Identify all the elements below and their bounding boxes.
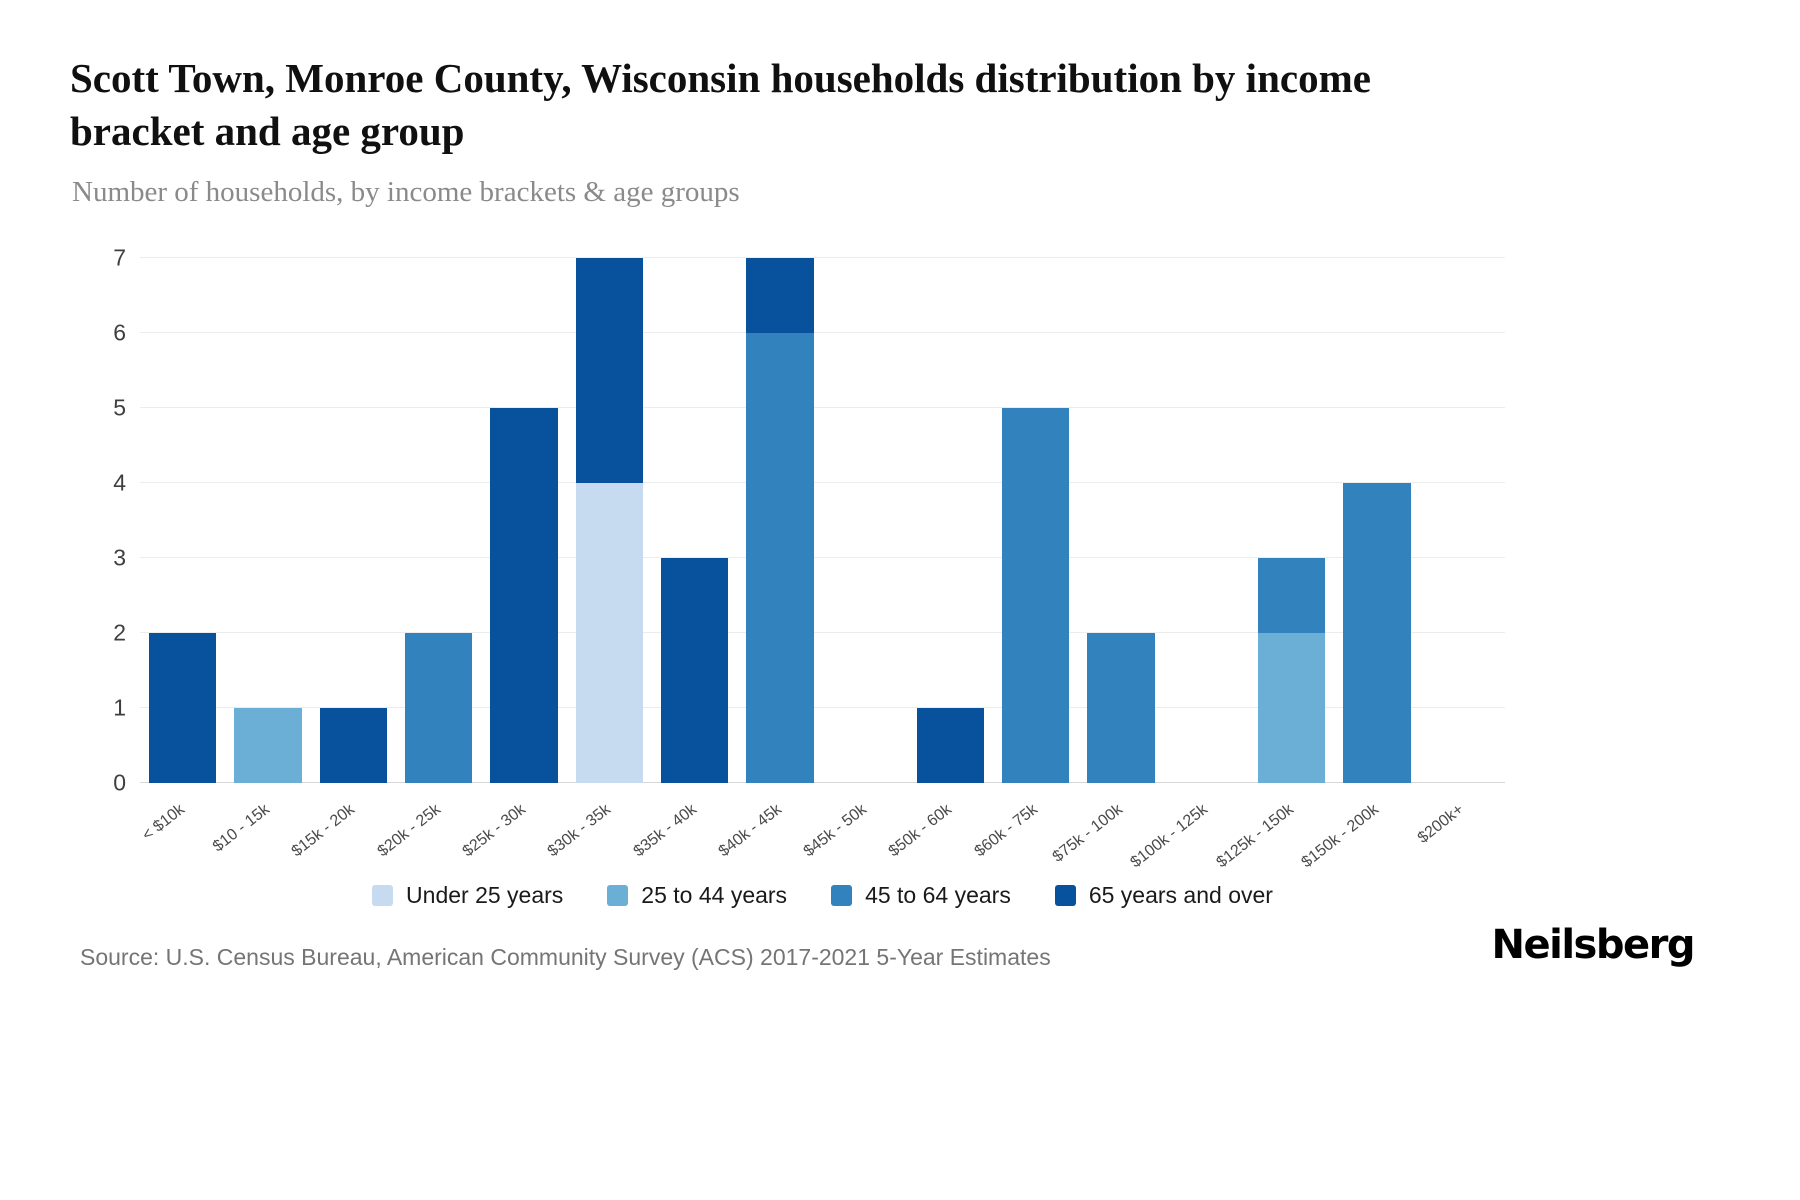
bar-60k-75k xyxy=(993,258,1078,783)
bar-segment-65-years-and-over xyxy=(916,708,985,783)
neilsberg-logo: Neilsberg xyxy=(1491,922,1696,968)
legend-label: 45 to 64 years xyxy=(865,882,1011,908)
bar-15k-20k xyxy=(311,258,396,783)
bar-45k-50k xyxy=(823,258,908,783)
legend-swatch xyxy=(831,885,853,906)
bar-100k-125k xyxy=(1164,258,1249,783)
gridline xyxy=(140,707,1505,708)
x-tick-label: $75k - 100k xyxy=(1049,800,1127,866)
x-tick-label: $125k - 150k xyxy=(1213,800,1297,872)
bar-segment-under-25-years xyxy=(575,483,643,783)
y-tick-label: 2 xyxy=(113,619,126,646)
legend-item-under-25-years: Under 25 years xyxy=(372,882,563,909)
bar-segment-65-years-and-over xyxy=(490,408,558,783)
bar-segment-45-to-64-years xyxy=(1258,558,1326,633)
bar-segment-65-years-and-over xyxy=(575,258,643,483)
x-tick-label: $45k - 50k xyxy=(800,800,871,861)
gridline xyxy=(140,332,1505,333)
legend-label: 25 to 44 years xyxy=(641,882,788,908)
bar-150k-200k xyxy=(1334,258,1419,783)
x-tick-label: < $10k xyxy=(138,800,188,845)
x-tick-label: $40k - 45k xyxy=(715,800,785,861)
bar-10-15k xyxy=(225,258,310,783)
legend-item-45-to-64-years: 45 to 64 years xyxy=(831,882,1011,909)
x-tick-label: $15k - 20k xyxy=(288,800,359,861)
bar-segment-45-to-64-years xyxy=(404,633,473,783)
y-tick-label: 3 xyxy=(113,544,126,571)
bar-10k xyxy=(140,258,225,783)
legend: Under 25 years 25 to 44 years 45 to 64 yea… xyxy=(140,882,1505,909)
x-tick-label: $60k - 75k xyxy=(971,800,1041,861)
bar-20k-25k xyxy=(396,258,481,783)
legend-label: Under 25 years xyxy=(406,882,564,908)
legend-swatch xyxy=(607,885,629,906)
x-tick-label: $150k - 200k xyxy=(1298,800,1382,872)
legend-label: 65 years and over xyxy=(1088,882,1273,908)
bar-segment-65-years-and-over xyxy=(660,558,729,783)
gridline xyxy=(140,482,1505,483)
bar-75k-100k xyxy=(1078,258,1163,783)
legend-item-25-to-44-years: 25 to 44 years xyxy=(607,882,787,909)
y-tick-label: 1 xyxy=(113,694,126,721)
legend-item-65-years-and-over: 65 years and over xyxy=(1054,882,1273,909)
legend-swatch xyxy=(372,885,394,906)
source-text: Source: U.S. Census Bureau, American Com… xyxy=(80,944,1051,970)
bar-50k-60k xyxy=(908,258,993,783)
x-tick-label: $25k - 30k xyxy=(459,800,529,861)
bar-segment-45-to-64-years xyxy=(1002,408,1070,783)
bar-segment-45-to-64-years xyxy=(1087,633,1155,783)
gridline xyxy=(140,407,1505,408)
x-tick-label: $200k+ xyxy=(1415,800,1468,847)
bar-segment-25-to-44-years xyxy=(1258,633,1326,783)
bar-segment-65-years-and-over xyxy=(319,708,387,783)
chart-title: Scott Town, Monroe County, Wisconsin hou… xyxy=(70,55,1371,155)
y-tick-label: 5 xyxy=(113,394,126,421)
x-tick-label: $35k - 40k xyxy=(630,800,700,861)
bar-segment-65-years-and-over xyxy=(746,258,814,333)
bar-segment-45-to-64-years xyxy=(746,333,814,783)
bar-segment-45-to-64-years xyxy=(1343,483,1411,783)
bar-40k-45k xyxy=(737,258,822,783)
y-tick-label: 4 xyxy=(113,469,126,496)
x-tick-label: $100k - 125k xyxy=(1127,800,1212,872)
bar-125k-150k xyxy=(1249,258,1334,783)
chart-subtitle: Number of households, by income brackets… xyxy=(72,176,740,208)
bar-25k-30k xyxy=(481,258,566,783)
bar-segment-65-years-and-over xyxy=(148,633,217,783)
x-tick-label: $30k - 35k xyxy=(544,800,615,861)
bar-segment-25-to-44-years xyxy=(234,708,302,783)
gridline xyxy=(140,557,1505,558)
y-tick-label: 7 xyxy=(113,244,126,271)
legend-swatch xyxy=(1054,885,1076,906)
x-axis-baseline xyxy=(140,782,1505,783)
y-axis: 0 1 2 3 4 5 6 7 xyxy=(70,246,126,794)
gridline xyxy=(140,632,1505,633)
bar-30k-35k xyxy=(567,258,652,783)
y-tick-label: 6 xyxy=(113,319,126,346)
x-tick-label: $20k - 25k xyxy=(374,800,444,861)
bar-200k xyxy=(1420,258,1505,783)
x-tick-label: $50k - 60k xyxy=(886,800,956,861)
y-tick-label: 0 xyxy=(113,769,126,796)
plot-area xyxy=(140,257,1505,783)
gridline xyxy=(140,257,1505,258)
x-tick-label: $10 - 15k xyxy=(209,800,273,856)
bar-35k-40k xyxy=(652,258,737,783)
x-axis: < $10k $10 - 15k $15k - 20k $20k - 25k $25k … xyxy=(138,783,1505,878)
